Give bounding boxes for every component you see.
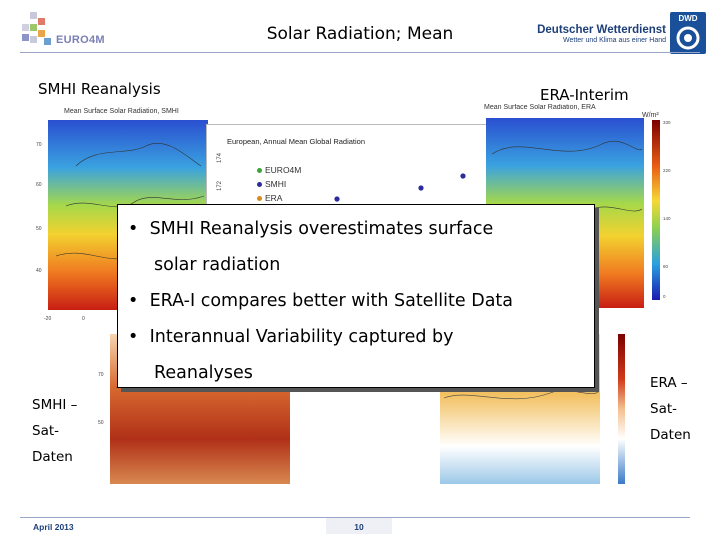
smhi-lat-tick: 60: [36, 182, 42, 188]
legend-dot-smhi: [257, 182, 262, 188]
inset-point: [334, 196, 340, 202]
dwd-wordmark: Deutscher Wetterdienst Wetter und Klima …: [520, 24, 666, 44]
footer-rule: [20, 517, 690, 518]
inset-legend-item: ERA: [257, 193, 282, 203]
era-colorbar-tick: 220: [663, 168, 671, 173]
inset-point: [418, 185, 424, 191]
bullet-line: Interannual Variability captured by: [149, 327, 454, 347]
smhi-sat-label-line: Sat-: [32, 423, 60, 439]
era-colorbar-tick: 60: [663, 264, 669, 269]
dwd-logo: DWD: [670, 12, 706, 54]
smhi-sat-label-line: SMHI –: [32, 397, 78, 413]
key-findings-box: • SMHI Reanalysis overestimates surface …: [117, 204, 595, 388]
bullet-line: SMHI Reanalysis overestimates surface: [149, 219, 494, 239]
page-number-box: [326, 518, 392, 534]
euro4m-logo: EURO4M: [8, 10, 128, 50]
era-colorbar-tick: 0: [663, 294, 666, 299]
era-sat-label-line: ERA –: [650, 375, 688, 391]
bullet-line: ERA-I compares better with Satellite Dat…: [149, 291, 514, 311]
smhi-reanalysis-label: SMHI Reanalysis: [38, 80, 161, 98]
smhi-sat-label: SMHI – Sat- Daten: [32, 392, 77, 470]
sat-lat-tick: 70: [98, 372, 104, 378]
smhi-lon-tick: -20: [44, 316, 52, 322]
inset-point: [460, 173, 466, 179]
bullet-line: Reanalyses: [154, 363, 253, 383]
era-sat-label-line: Daten: [650, 427, 691, 443]
inset-legend-item: SMHI: [257, 179, 286, 189]
footer-date: April 2013: [33, 522, 74, 532]
era-sat-label-line: Sat-: [650, 401, 678, 417]
era-sat-label: ERA – Sat- Daten: [650, 370, 691, 448]
finding-bullet: • SMHI Reanalysis overestimates surface …: [128, 219, 494, 275]
era-colorbar-tick: 330: [663, 120, 671, 125]
sat-lat-tick: 50: [98, 420, 104, 426]
inset-legend-item: EURO4M: [257, 165, 301, 175]
slide-title: Solar Radiation; Mean: [266, 24, 454, 44]
page-number: 10: [354, 522, 364, 532]
euro4m-logo-text: EURO4M: [56, 34, 105, 46]
inset-chart-title: European, Annual Mean Global Radiation: [227, 137, 366, 146]
smhi-sat-label-line: Daten: [32, 449, 73, 465]
dwd-swirl-icon: [676, 26, 700, 50]
smhi-map-title: Mean Surface Solar Radiation, SMHI: [64, 108, 179, 115]
inset-chart-points: [334, 173, 466, 202]
era-map-title: Mean Surface Solar Radiation, ERA: [484, 104, 596, 111]
era-interim-label: ERA-Interim: [540, 86, 629, 104]
legend-dot-era: [257, 196, 262, 202]
dwd-tagline: Wetter und Klima aus einer Hand: [563, 37, 666, 44]
dwd-name: Deutscher Wetterdienst: [537, 24, 666, 36]
legend-dot-euro4m: [257, 168, 262, 174]
era-map-unit: W/m²: [642, 112, 659, 119]
finding-bullet: • Interannual Variability captured by Re…: [128, 327, 454, 383]
smhi-lon-tick: 0: [82, 316, 85, 322]
smhi-lat-tick: 40: [36, 268, 42, 274]
smhi-lat-tick: 70: [36, 142, 42, 148]
dwd-badge-text: DWD: [678, 14, 698, 23]
bullet-line: solar radiation: [154, 255, 281, 275]
finding-bullet: • ERA-I compares better with Satellite D…: [128, 291, 514, 311]
era-colorbar-tick: 140: [663, 216, 671, 221]
smhi-lat-tick: 50: [36, 226, 42, 232]
header-rule: [20, 52, 700, 53]
